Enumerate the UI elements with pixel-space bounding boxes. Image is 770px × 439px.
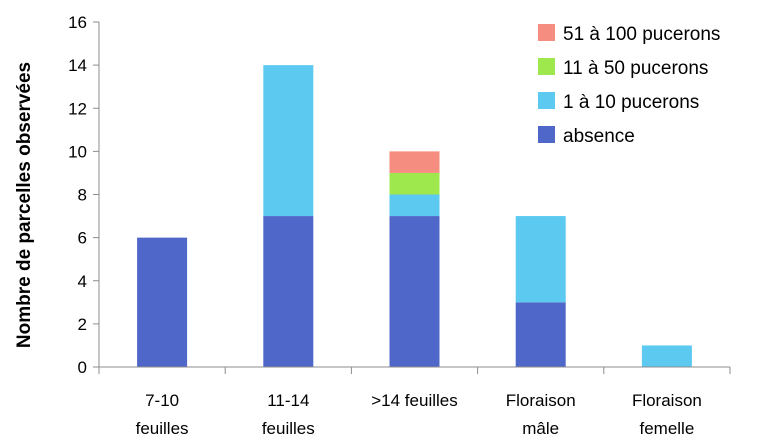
x-category-label: Floraison (506, 391, 576, 410)
bar-segment (641, 345, 692, 367)
y-tick-label: 12 (68, 99, 87, 118)
y-tick-label: 14 (68, 56, 87, 75)
legend: 51 à 100 pucerons 11 à 50 pucerons 1 à 10 … (538, 24, 720, 147)
bars (137, 65, 692, 367)
bar-segment (389, 172, 440, 195)
x-category-label: Floraison (632, 391, 702, 410)
y-tick-label: 0 (78, 358, 87, 377)
x-category-label: >14 feuilles (371, 391, 457, 410)
x-category-label: 7-10 (145, 391, 179, 410)
bar-segment (137, 237, 188, 367)
legend-label: 1 à 10 pucerons (563, 92, 699, 113)
bar-segment (515, 216, 566, 303)
y-axis-title: Nombre de parcelles observées (14, 62, 35, 348)
x-category-label: feuilles (262, 419, 315, 438)
legend-swatch (538, 24, 555, 41)
legend-swatch (538, 126, 555, 143)
legend-label: 51 à 100 pucerons (563, 24, 720, 45)
x-category-label: femelle (639, 419, 694, 438)
y-axis-title-group: Nombre de parcelles observées (14, 62, 35, 348)
legend-swatch (538, 58, 555, 75)
y-tick-label: 16 (68, 13, 87, 32)
y-tick-label: 6 (78, 229, 87, 248)
bar-segment (389, 216, 440, 367)
y-tick-label: 10 (68, 142, 87, 161)
x-category-label: mâle (522, 419, 559, 438)
bar-segment (515, 302, 566, 367)
legend-label: 11 à 50 pucerons (563, 58, 708, 79)
x-axis: 7-10 feuilles 11-14 feuilles >14 feuilles Flo… (98, 366, 731, 438)
y-tick-label: 2 (78, 315, 87, 334)
bar-segment (263, 65, 314, 217)
y-tick-label: 4 (78, 272, 87, 291)
bar-segment (389, 151, 440, 173)
legend-label: absence (563, 126, 635, 147)
legend-swatch (538, 92, 555, 109)
x-category-label: feuilles (136, 419, 189, 438)
bar-segment (389, 194, 440, 217)
y-axis: 0 2 4 6 8 10 12 14 16 (68, 13, 100, 377)
bar-segment (263, 216, 314, 367)
x-category-label: 11-14 (267, 391, 309, 410)
y-tick-label: 8 (78, 186, 87, 205)
